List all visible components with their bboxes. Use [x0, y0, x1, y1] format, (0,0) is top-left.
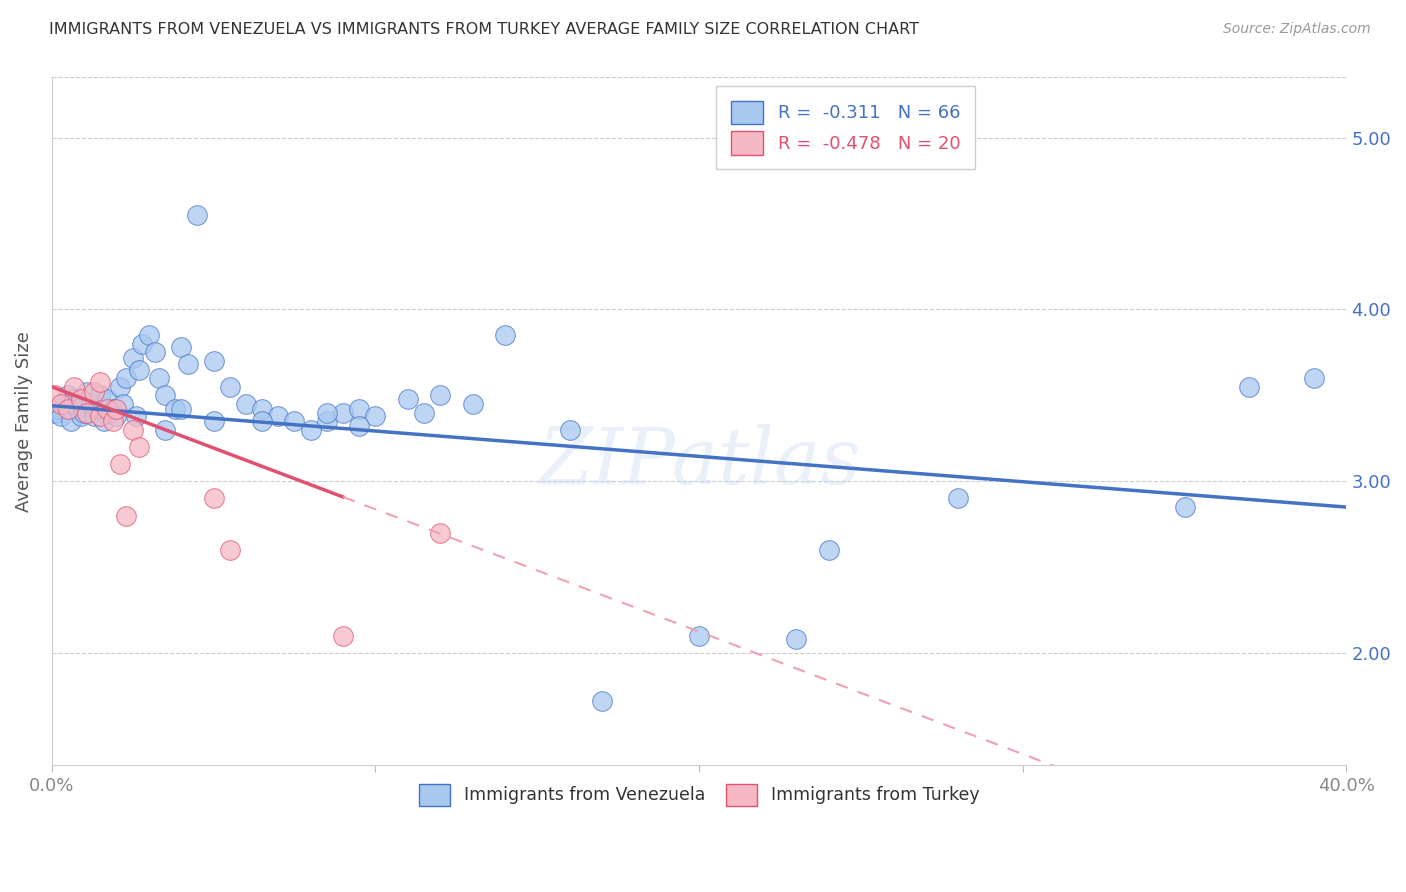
Point	[96, 392, 118, 406]
Point	[89, 388, 111, 402]
Point	[108, 457, 131, 471]
Point	[83, 409, 105, 423]
Point	[153, 423, 176, 437]
Point	[51, 409, 73, 423]
Point	[347, 402, 370, 417]
Point	[93, 414, 115, 428]
Point	[96, 402, 118, 417]
Point	[70, 409, 93, 423]
Point	[1174, 500, 1197, 514]
Point	[138, 328, 160, 343]
Y-axis label: Average Family Size: Average Family Size	[15, 331, 32, 512]
Point	[56, 388, 79, 402]
Point	[79, 397, 101, 411]
Text: IMMIGRANTS FROM VENEZUELA VS IMMIGRANTS FROM TURKEY AVERAGE FAMILY SIZE CORRELAT: IMMIGRANTS FROM VENEZUELA VS IMMIGRANTS …	[49, 22, 920, 37]
Point	[66, 402, 89, 417]
Point	[315, 414, 337, 428]
Point	[103, 402, 125, 417]
Point	[76, 384, 98, 399]
Point	[591, 694, 613, 708]
Point	[103, 414, 125, 428]
Point	[153, 388, 176, 402]
Point	[250, 402, 273, 417]
Point	[115, 508, 138, 523]
Point	[148, 371, 170, 385]
Point	[89, 409, 111, 423]
Point	[163, 402, 186, 417]
Point	[108, 380, 131, 394]
Point	[46, 402, 69, 417]
Legend: Immigrants from Venezuela, Immigrants from Turkey: Immigrants from Venezuela, Immigrants fr…	[409, 775, 988, 814]
Point	[202, 414, 225, 428]
Point	[785, 632, 807, 647]
Point	[128, 362, 150, 376]
Point	[60, 414, 83, 428]
Point	[396, 392, 419, 406]
Point	[70, 392, 93, 406]
Point	[170, 402, 193, 417]
Point	[558, 423, 581, 437]
Point	[63, 380, 86, 394]
Point	[105, 402, 128, 417]
Point	[817, 543, 839, 558]
Point	[267, 409, 290, 423]
Point	[429, 388, 451, 402]
Point	[121, 423, 143, 437]
Point	[143, 345, 166, 359]
Point	[131, 336, 153, 351]
Point	[202, 491, 225, 506]
Point	[494, 328, 516, 343]
Point	[86, 402, 108, 417]
Point	[73, 406, 96, 420]
Point	[1303, 371, 1326, 385]
Point	[364, 409, 387, 423]
Point	[51, 397, 73, 411]
Point	[1239, 380, 1261, 394]
Point	[202, 354, 225, 368]
Point	[89, 375, 111, 389]
Point	[235, 397, 257, 411]
Point	[170, 340, 193, 354]
Point	[429, 525, 451, 540]
Point	[125, 409, 148, 423]
Point	[111, 397, 134, 411]
Point	[413, 406, 436, 420]
Point	[83, 384, 105, 399]
Point	[98, 406, 121, 420]
Point	[332, 406, 354, 420]
Point	[946, 491, 969, 506]
Point	[315, 406, 337, 420]
Point	[688, 629, 710, 643]
Point	[53, 397, 76, 411]
Point	[218, 380, 240, 394]
Point	[461, 397, 484, 411]
Point	[56, 402, 79, 417]
Point	[128, 440, 150, 454]
Point	[250, 414, 273, 428]
Point	[347, 419, 370, 434]
Point	[105, 409, 128, 423]
Text: ZIPatlas: ZIPatlas	[538, 425, 860, 500]
Point	[44, 388, 66, 402]
Point	[115, 371, 138, 385]
Point	[44, 406, 66, 420]
Point	[63, 392, 86, 406]
Text: Source: ZipAtlas.com: Source: ZipAtlas.com	[1223, 22, 1371, 37]
Point	[218, 543, 240, 558]
Point	[76, 406, 98, 420]
Point	[121, 351, 143, 365]
Point	[332, 629, 354, 643]
Point	[299, 423, 322, 437]
Point	[283, 414, 305, 428]
Point	[176, 358, 198, 372]
Point	[186, 208, 208, 222]
